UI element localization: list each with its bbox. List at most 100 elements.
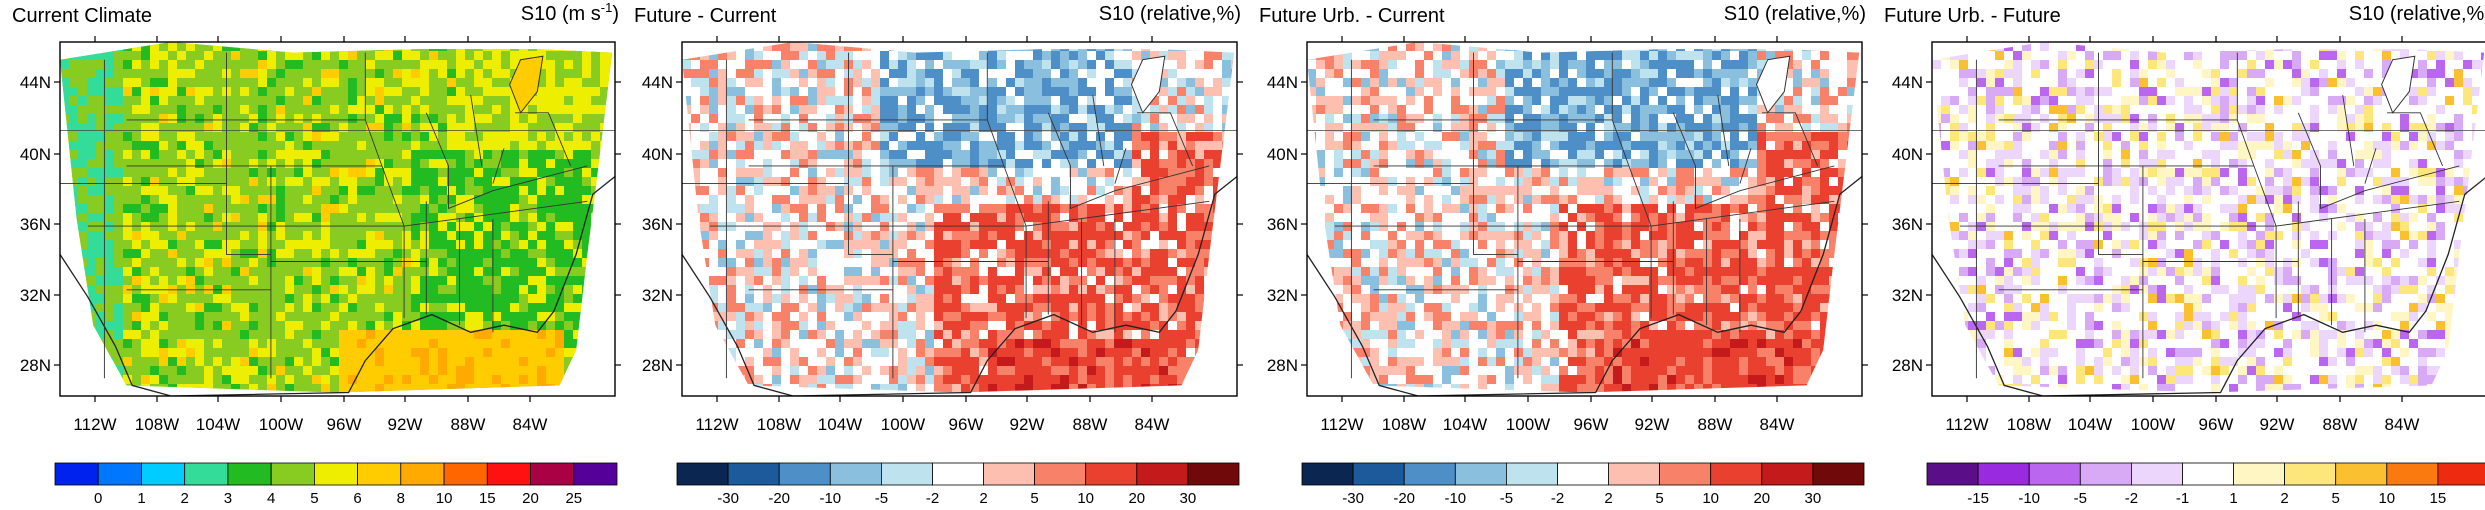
lon-label: 100W	[1506, 415, 1550, 434]
panel-title: Current Climate	[12, 5, 152, 27]
colorbar-swatch	[54, 462, 99, 486]
colorbar-swatch	[1187, 462, 1240, 486]
colorbar-swatch	[932, 462, 984, 486]
colorbar-label: 5	[2332, 490, 2340, 507]
lon-label: 88W	[1073, 415, 1108, 434]
colorbar-swatch	[2182, 462, 2234, 486]
lat-label: 32N	[642, 286, 673, 305]
lon-label: 96W	[949, 415, 984, 434]
colorbar-label: -2	[1551, 490, 1564, 507]
colorbar-label: 20	[1753, 490, 1770, 507]
colorbar-swatch	[1034, 462, 1087, 486]
lat-label: 44N	[20, 73, 51, 92]
map-frame	[1931, 41, 2485, 397]
colorbar-swatch	[400, 462, 445, 486]
colorbar-swatch	[1506, 462, 1558, 486]
coastline	[1932, 177, 2485, 396]
colorbar-swatch	[1926, 462, 1979, 486]
colorbar-swatch	[1301, 462, 1354, 486]
lon-label: 88W	[451, 415, 486, 434]
lon-label: 92W	[2260, 415, 2295, 434]
data-field	[1307, 42, 1860, 393]
colorbar-swatch	[227, 462, 272, 486]
lon-label: 108W	[2007, 415, 2051, 434]
lon-label: 108W	[135, 415, 179, 434]
colorbar-label: 10	[1702, 490, 1719, 507]
colorbar-swatch	[1085, 462, 1138, 486]
lon-label: 108W	[1382, 415, 1426, 434]
map-panel-current: Current Climate S10 (m s-1)44N40N36N32N28…	[12, 0, 621, 507]
lon-label: 88W	[1698, 415, 1733, 434]
lat-label: 36N	[1267, 215, 1298, 234]
map-frame	[681, 41, 1238, 397]
lat-label: 44N	[642, 73, 673, 92]
colorbar-label: 10	[1077, 490, 1094, 507]
colorbar-label: -10	[819, 490, 841, 507]
lat-label: 32N	[1267, 286, 1298, 305]
colorbar-label: 2	[979, 490, 987, 507]
colorbar-label: 10	[436, 490, 453, 507]
colorbar-swatch	[1403, 462, 1456, 486]
lat-label: 28N	[1267, 356, 1298, 375]
lat-label: 44N	[1267, 73, 1298, 92]
lon-label: 112W	[695, 415, 738, 434]
colorbar-label: 0	[94, 490, 102, 507]
colorbar-swatch	[313, 462, 358, 486]
map-panel-futureurb_future: Future Urb. - Future S10 (relative,%) 44N 4…	[1884, 3, 2485, 507]
lon-label: 100W	[881, 415, 925, 434]
lat-label: 40N	[1892, 145, 1923, 164]
colorbar-label: 5	[310, 490, 318, 507]
lon-label: 96W	[327, 415, 362, 434]
colorbar-label: 2	[2280, 490, 2288, 507]
lat-label: 36N	[1892, 215, 1923, 234]
lat-label: 36N	[642, 215, 673, 234]
colorbar: -30 -20 -10 -5 -2 2 5 10 20 30	[1301, 462, 1865, 507]
panel-units: S10 (relative,%)	[1099, 3, 1241, 25]
lon-label: 104W	[1443, 415, 1487, 434]
colorbar-label: -2	[2125, 490, 2138, 507]
colorbar-swatch	[2130, 462, 2183, 486]
lon-label: 92W	[388, 415, 423, 434]
lon-label: 92W	[1635, 415, 1670, 434]
panel-title: Future Urb. - Current	[1259, 5, 1445, 27]
map-frame	[59, 41, 616, 397]
lon-label: 100W	[2131, 415, 2175, 434]
lon-label: 92W	[1010, 415, 1045, 434]
colorbar-label: 5	[1030, 490, 1038, 507]
colorbar-swatch	[881, 462, 933, 486]
colorbar-label: -30	[1342, 490, 1364, 507]
lon-label: 84W	[1135, 415, 1170, 434]
colorbar-label: 30	[1805, 490, 1822, 507]
lat-label: 40N	[642, 145, 673, 164]
lon-label: 88W	[2323, 415, 2358, 434]
colorbar-swatch	[573, 462, 618, 486]
colorbar-label: 15	[479, 490, 496, 507]
colorbar-swatch	[676, 462, 729, 486]
panel-title: Future - Current	[634, 5, 777, 27]
colorbar-label: 15	[2430, 490, 2447, 507]
colorbar-label: 6	[353, 490, 361, 507]
lon-label: 104W	[818, 415, 862, 434]
colorbar-swatch	[983, 462, 1035, 486]
lon-label: 112W	[1945, 415, 1988, 434]
colorbar-swatch	[97, 462, 142, 486]
colorbar-swatch	[2335, 462, 2388, 486]
lat-label: 32N	[1892, 286, 1923, 305]
map-panel-future_current: Future - Current S10 (relative,%) 44N 40N 36…	[634, 3, 1243, 507]
lon-label: 104W	[2068, 415, 2112, 434]
colorbar-swatch	[270, 462, 315, 486]
colorbar-label: 4	[267, 490, 275, 507]
lon-label: 96W	[1574, 415, 1609, 434]
colorbar-swatch	[1812, 462, 1865, 486]
colorbar-label: 2	[181, 490, 189, 507]
lon-label: 112W	[73, 415, 116, 434]
colorbar-swatch	[1710, 462, 1763, 486]
colorbar-label: 20	[1128, 490, 1145, 507]
colorbar-swatch	[2284, 462, 2337, 486]
lat-label: 28N	[1892, 356, 1923, 375]
colorbar-swatch	[829, 462, 882, 486]
colorbar-swatch	[727, 462, 780, 486]
colorbar-label: -1	[2176, 490, 2189, 507]
colorbar: 0 1 2 3 4 5 6 8 10 15 20 25	[54, 462, 618, 507]
colorbar-label: -5	[875, 490, 888, 507]
